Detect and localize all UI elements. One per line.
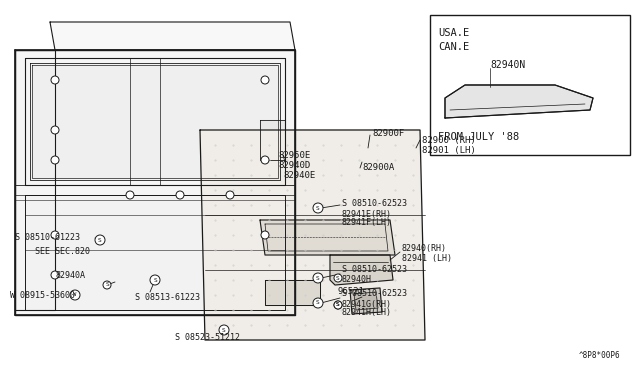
Circle shape (261, 231, 269, 239)
Polygon shape (445, 85, 593, 118)
Circle shape (51, 231, 59, 239)
Text: S: S (316, 301, 320, 305)
Text: S: S (336, 302, 340, 308)
Text: S: S (336, 276, 340, 280)
Text: S: S (336, 302, 340, 308)
Polygon shape (15, 50, 295, 315)
Polygon shape (200, 130, 425, 340)
Circle shape (103, 281, 111, 289)
Text: 82941G(RH): 82941G(RH) (342, 299, 392, 308)
Text: 82950E: 82950E (278, 151, 310, 160)
Circle shape (334, 301, 342, 309)
Circle shape (95, 235, 105, 245)
Text: FROM JULY '88: FROM JULY '88 (438, 132, 519, 142)
Text: 82941E(RH): 82941E(RH) (342, 209, 392, 218)
Circle shape (261, 156, 269, 164)
Circle shape (150, 275, 160, 285)
Circle shape (334, 301, 342, 309)
Circle shape (51, 76, 59, 84)
Polygon shape (260, 120, 285, 160)
Text: 82941F(LH): 82941F(LH) (342, 218, 392, 228)
Text: S 08510-62523: S 08510-62523 (342, 199, 407, 208)
Text: W: W (74, 292, 77, 298)
Circle shape (313, 203, 323, 213)
Text: S 08510-62523: S 08510-62523 (342, 289, 407, 298)
Text: USA.E: USA.E (438, 28, 469, 38)
Text: S 08523-51212: S 08523-51212 (175, 334, 240, 343)
Text: 82940A: 82940A (55, 270, 85, 279)
Text: S: S (105, 282, 109, 288)
Circle shape (334, 274, 342, 282)
Polygon shape (330, 255, 393, 285)
Circle shape (313, 298, 323, 308)
Polygon shape (32, 65, 278, 178)
Text: 82900A: 82900A (362, 164, 394, 173)
Text: 82940(RH): 82940(RH) (402, 244, 447, 253)
Text: S: S (316, 205, 320, 211)
Text: 82940D: 82940D (278, 160, 310, 170)
Polygon shape (15, 50, 55, 310)
Polygon shape (50, 22, 295, 50)
Text: 82900F: 82900F (372, 128, 404, 138)
Text: W 08915-53600: W 08915-53600 (10, 291, 75, 299)
Circle shape (70, 290, 80, 300)
Polygon shape (354, 292, 378, 310)
Text: ^8P8*00P6: ^8P8*00P6 (579, 351, 620, 360)
Text: S 08513-61223: S 08513-61223 (135, 294, 200, 302)
Circle shape (51, 156, 59, 164)
Polygon shape (260, 220, 395, 255)
Text: 82941H(LH): 82941H(LH) (342, 308, 392, 317)
Text: S 08510-61223: S 08510-61223 (15, 234, 80, 243)
Polygon shape (25, 195, 285, 310)
Circle shape (51, 271, 59, 279)
Text: 82940H: 82940H (342, 276, 372, 285)
Text: S: S (98, 237, 102, 243)
Polygon shape (265, 280, 320, 305)
Text: SEE SEC.820: SEE SEC.820 (35, 247, 90, 257)
Text: CAN.E: CAN.E (438, 42, 469, 52)
Text: S 08510-62523: S 08510-62523 (342, 266, 407, 275)
Text: 82940E: 82940E (283, 170, 316, 180)
Circle shape (261, 76, 269, 84)
Circle shape (313, 273, 323, 283)
Circle shape (126, 191, 134, 199)
Text: S: S (316, 276, 320, 280)
Text: 82900 (RH): 82900 (RH) (422, 135, 476, 144)
Circle shape (51, 126, 59, 134)
Circle shape (226, 191, 234, 199)
Circle shape (219, 325, 229, 335)
Text: S: S (153, 278, 157, 282)
Text: 82940N: 82940N (490, 60, 525, 70)
Text: 96521: 96521 (337, 288, 364, 296)
Polygon shape (350, 288, 382, 314)
Text: 82901 (LH): 82901 (LH) (422, 147, 476, 155)
Text: 82941 (LH): 82941 (LH) (402, 253, 452, 263)
Bar (430, 15, 630, 155)
Circle shape (176, 191, 184, 199)
Text: S: S (222, 327, 226, 333)
